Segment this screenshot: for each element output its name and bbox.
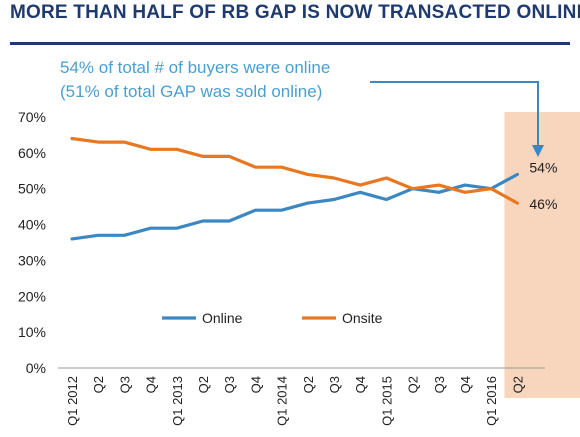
end-labels: 54% 46% — [529, 159, 557, 212]
end-label: 46% — [529, 196, 557, 212]
y-tick-label: 30% — [18, 252, 46, 268]
x-tick-label: Q1 2012 — [65, 376, 80, 426]
annotation-text: 54% of total # of buyers were online (51… — [60, 56, 330, 104]
x-tick-label: Q2 — [91, 376, 106, 393]
x-tick-label: Q1 2015 — [379, 376, 394, 426]
y-tick-label: 40% — [18, 217, 46, 233]
chart-title: MORE THAN HALF OF RB GAP IS NOW TRANSACT… — [10, 2, 580, 23]
annotation-line-1: 54% of total # of buyers were online — [60, 58, 331, 77]
x-tick-label: Q3 — [327, 376, 342, 393]
x-tick-label: Q1 2013 — [170, 376, 185, 426]
title-divider — [10, 42, 570, 45]
x-axis: Q1 2012 Q2 Q3 Q4 Q1 2013 Q2 Q3 Q4 Q1 2014 Q2 Q3 Q4 Q… — [65, 376, 525, 426]
series-line-online — [70, 172, 520, 241]
x-tick-label: Q3 — [117, 376, 132, 393]
end-label: 54% — [529, 159, 557, 175]
series-line-onsite — [70, 136, 520, 205]
x-tick-label: Q2 — [196, 376, 211, 393]
highlight-band — [504, 112, 580, 398]
x-tick-label: Q1 2014 — [275, 376, 290, 426]
y-tick-label: 10% — [18, 324, 46, 340]
x-tick-label: Q2 — [301, 376, 316, 393]
y-tick-label: 60% — [18, 145, 46, 161]
callout-line — [370, 81, 539, 147]
series-lines — [70, 136, 520, 241]
x-tick-label: Q3 — [432, 376, 447, 393]
y-tick-label: 50% — [18, 181, 46, 197]
legend-label: Onsite — [342, 310, 383, 326]
x-tick-label: Q3 — [222, 376, 237, 393]
y-tick-label: 70% — [18, 109, 46, 125]
annotation-line-2: (51% of total GAP was sold online) — [60, 82, 323, 101]
callout-arrowhead — [532, 145, 544, 157]
y-tick-label: 20% — [18, 288, 46, 304]
x-tick-label: Q4 — [144, 376, 159, 393]
x-tick-label: Q2 — [510, 376, 525, 393]
y-axis: 0% 10% 20% 30% 40% 50% 60% 70% — [18, 109, 46, 376]
callout-arrow — [370, 81, 544, 157]
x-tick-label: Q4 — [248, 376, 263, 393]
legend: Online Onsite — [162, 310, 383, 326]
x-tick-label: Q1 2016 — [484, 376, 499, 426]
y-tick-label: 0% — [26, 360, 46, 376]
x-tick-label: Q2 — [406, 376, 421, 393]
legend-label: Online — [202, 310, 243, 326]
x-tick-label: Q4 — [353, 376, 368, 393]
x-tick-label: Q4 — [458, 376, 473, 393]
